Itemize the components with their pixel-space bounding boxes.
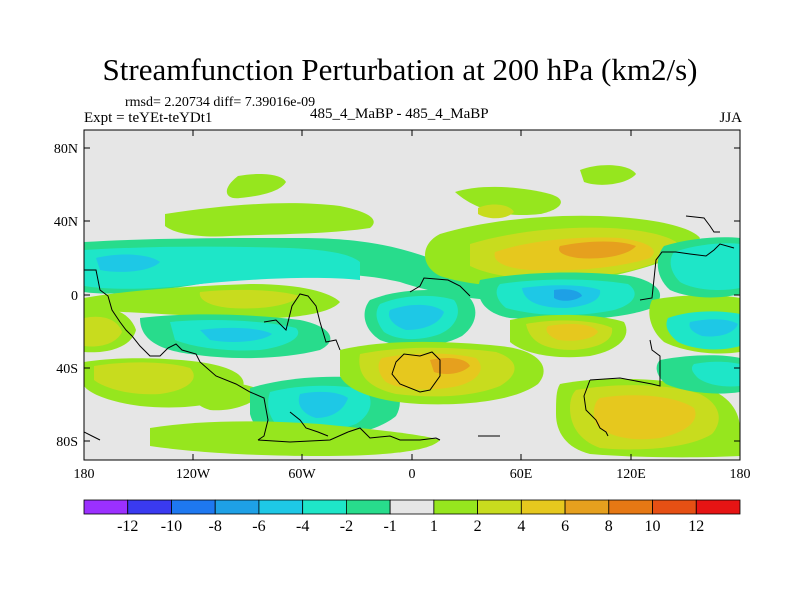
x-tick-label: 60W	[288, 467, 316, 482]
colorbar-label: -12	[117, 518, 138, 535]
colorbar-label: -2	[340, 518, 353, 535]
contour-neg4-satlantic	[298, 391, 348, 418]
colorbar-swatch	[564, 499, 610, 515]
contour-neg6-indian	[554, 289, 582, 301]
colorbar-label: 12	[688, 518, 704, 535]
colorbar-swatch	[389, 499, 435, 515]
colorbar-swatch	[608, 499, 653, 515]
contour-neg4-north-core	[96, 254, 160, 272]
contour-pos1-north-atlantic	[455, 186, 561, 216]
y-tick-label: 40S	[56, 362, 78, 377]
colorbar-label: -4	[296, 518, 309, 535]
contour-pos6-eurasia	[558, 241, 636, 259]
coastlines	[84, 215, 735, 443]
colorbar-swatch	[520, 499, 566, 515]
colorbar-swatch	[302, 499, 347, 515]
colorbar-label: -10	[161, 518, 182, 535]
x-tick-label: 60E	[510, 467, 533, 482]
contour-pos1-satl-green	[150, 421, 440, 456]
contour-pos4-south-big	[593, 395, 696, 440]
experiment-label: Expt = teYEt-teYDt1	[84, 110, 213, 126]
colorbar-label: 6	[561, 518, 569, 535]
contour-neg2-north-band	[84, 246, 360, 289]
colorbar-label: -8	[209, 518, 222, 535]
contour-pos2-swpac	[84, 316, 122, 347]
colorbar-swatch	[477, 499, 522, 515]
colorbar-swatch	[214, 499, 260, 515]
contour-neg4-tatl	[388, 304, 444, 330]
y-tick-label: 0	[71, 289, 78, 304]
contour-field	[84, 130, 740, 460]
plot-title: Streamfunction Perturbation at 200 hPa (…	[102, 52, 698, 87]
x-tick-label: 180	[730, 467, 751, 482]
stats-text: rmsd= 2.20734 diff= 7.39016e-09	[125, 95, 316, 110]
x-tick-label: 120W	[176, 467, 211, 482]
axis-ticks	[83, 130, 741, 460]
colorbar-labels: -12 -10 -8 -6 -4 -2 -1 1 2 4 6 8 10 12	[117, 518, 704, 535]
y-tick-label: 80N	[54, 142, 78, 157]
colorbar-label: 2	[474, 518, 482, 535]
x-tick-label: 180	[74, 467, 95, 482]
colorbar-swatch	[258, 499, 304, 515]
contour-pos4-sindian	[546, 324, 598, 341]
y-tick-label: 80S	[56, 435, 78, 450]
contour-neg2-wpac-north	[670, 243, 740, 290]
colorbar-label: 4	[517, 518, 525, 535]
case-label: 485_4_MaBP - 485_4_MaBP	[310, 106, 489, 122]
contour-pos1-arctic-2	[300, 207, 330, 219]
colorbar-swatch	[83, 499, 129, 515]
colorbar-swatch	[695, 499, 741, 515]
colorbar-swatch	[652, 499, 697, 515]
colorbar-label: 8	[605, 518, 613, 535]
contour-pos1-polar	[580, 165, 636, 185]
contour-pos2-south-pac	[94, 362, 194, 395]
colorbar	[83, 499, 741, 515]
contour-pos1-arctic-band	[226, 174, 286, 199]
x-tick-label: 0	[409, 467, 416, 482]
colorbar-swatch	[345, 499, 391, 515]
colorbar-swatch	[433, 499, 478, 515]
contour-neg4-wpac-south	[689, 319, 738, 337]
x-tick-label: 120E	[616, 467, 646, 482]
contour-neg4-epac	[200, 327, 272, 342]
contour-pos1-south-pac-2	[193, 383, 262, 411]
colorbar-swatch	[127, 499, 172, 515]
colorbar-label: 1	[430, 518, 438, 535]
season-label: JJA	[719, 110, 742, 126]
contour-pos2-pacific	[199, 289, 300, 309]
contour-neg2-se	[691, 361, 740, 387]
colorbar-label: 10	[645, 518, 661, 535]
colorbar-swatch	[171, 499, 216, 515]
contour-pos2-atlantic-blob	[478, 204, 514, 219]
colorbar-label: -6	[252, 518, 265, 535]
y-tick-label: 40N	[54, 215, 78, 230]
colorbar-label: -1	[383, 518, 396, 535]
